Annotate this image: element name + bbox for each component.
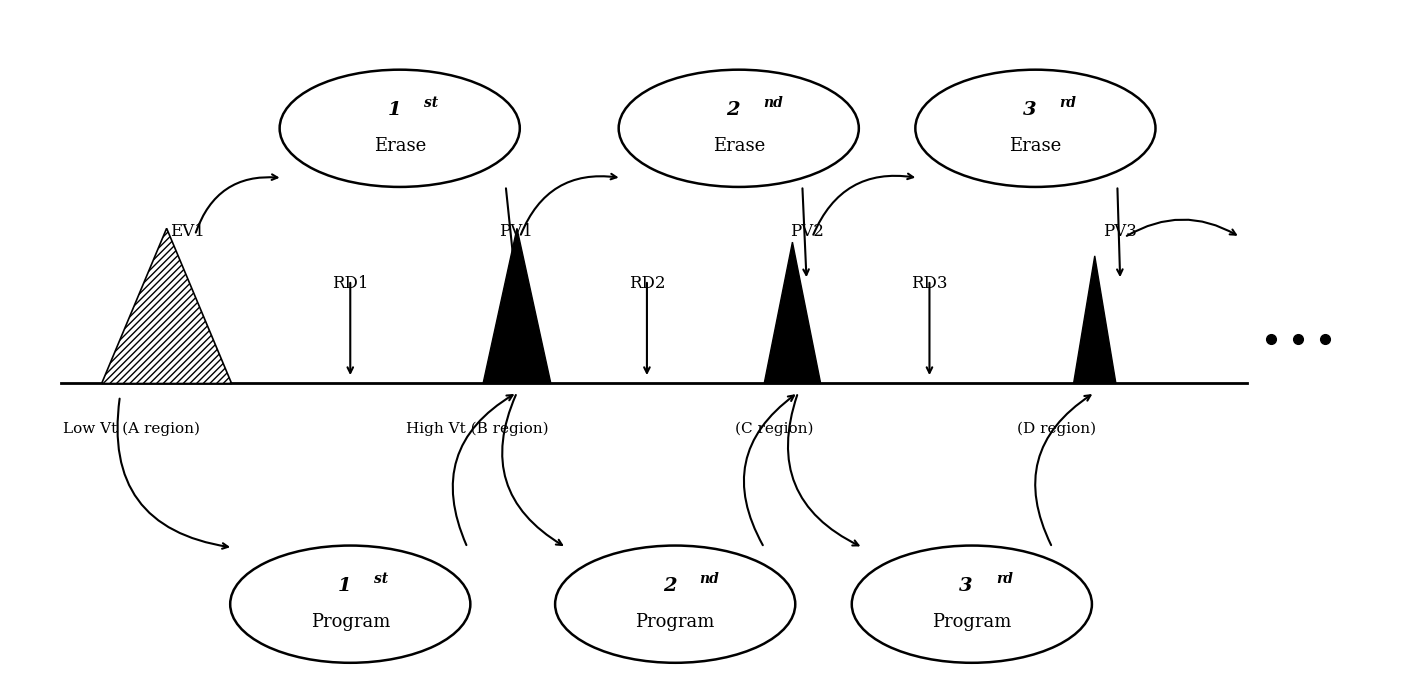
Circle shape	[280, 70, 520, 187]
Text: rd: rd	[1060, 96, 1077, 110]
Text: RD3: RD3	[911, 275, 948, 292]
Text: RD1: RD1	[333, 275, 368, 292]
Text: 1: 1	[338, 577, 351, 595]
Polygon shape	[1073, 256, 1115, 383]
Text: EV1: EV1	[171, 223, 205, 240]
Text: 2: 2	[662, 577, 676, 595]
Text: Program: Program	[311, 613, 389, 631]
Text: Erase: Erase	[1009, 138, 1061, 155]
Circle shape	[230, 546, 470, 663]
Text: 3: 3	[1023, 101, 1036, 119]
Text: st: st	[423, 96, 438, 110]
Text: rd: rd	[996, 572, 1013, 586]
Text: RD2: RD2	[628, 275, 665, 292]
Text: nd: nd	[699, 572, 719, 586]
Text: Erase: Erase	[374, 138, 426, 155]
Text: High Vt (B region): High Vt (B region)	[406, 421, 549, 436]
Polygon shape	[483, 228, 551, 383]
Text: Low Vt (A region): Low Vt (A region)	[63, 421, 200, 436]
Text: Erase: Erase	[712, 138, 764, 155]
Text: PV2: PV2	[790, 223, 824, 240]
Text: Program: Program	[932, 613, 1012, 631]
Circle shape	[618, 70, 858, 187]
Text: 1: 1	[388, 101, 401, 119]
Text: st: st	[374, 572, 388, 586]
Text: (C region): (C region)	[735, 421, 813, 436]
Circle shape	[851, 546, 1091, 663]
Text: PV1: PV1	[499, 223, 533, 240]
Text: nd: nd	[763, 96, 783, 110]
Text: Program: Program	[635, 613, 715, 631]
Text: 2: 2	[726, 101, 740, 119]
Text: PV3: PV3	[1103, 223, 1137, 240]
Text: 3: 3	[959, 577, 973, 595]
Polygon shape	[764, 242, 821, 383]
Circle shape	[915, 70, 1155, 187]
Circle shape	[556, 546, 796, 663]
Polygon shape	[102, 228, 232, 383]
Text: (D region): (D region)	[1017, 421, 1096, 436]
